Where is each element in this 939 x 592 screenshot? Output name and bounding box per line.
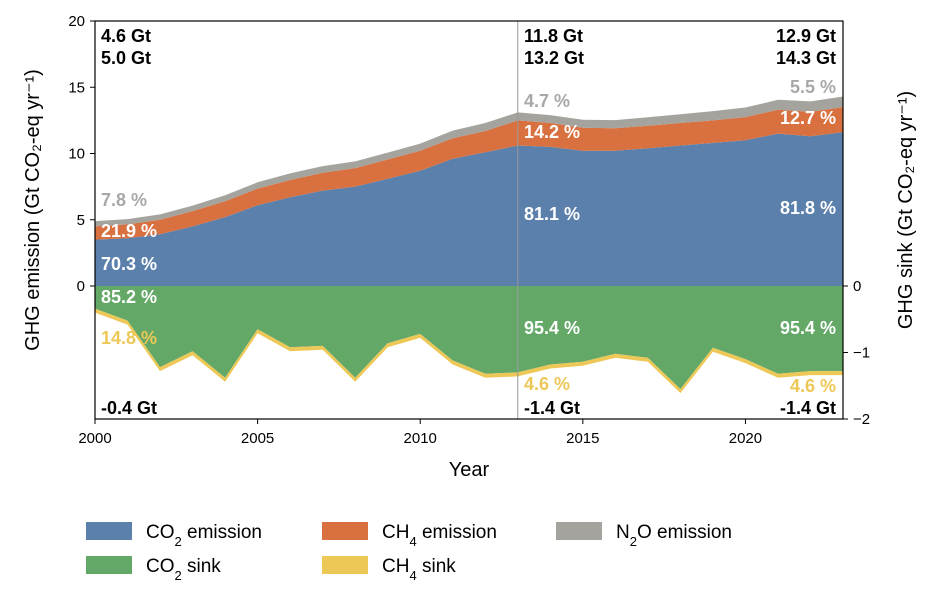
total-emission-2013: 11.8 Gt: [524, 26, 583, 46]
x-tick-label: 2020: [729, 430, 762, 447]
legend-item-co2-sink: CO2 sink: [86, 556, 221, 583]
legend-swatch-co2-sink: [86, 556, 132, 574]
legend-label-ch4-sink: CH4 sink: [382, 556, 456, 583]
legend-label-ch4-emission: CH4 emission: [382, 522, 497, 549]
ch4-sink-pct-2023: 4.6 %: [790, 376, 836, 396]
y-axis-left-label: GHG emission (Gt CO₂-eq yr⁻¹): [22, 69, 44, 351]
y-left-tick-label: 15: [68, 79, 85, 96]
y-right-tick-label: −2: [853, 411, 870, 428]
total-sink-2000: -0.4 Gt: [101, 398, 157, 418]
n2o-pct-2000: 7.8 %: [101, 190, 147, 210]
y-left-tick-label: 0: [77, 278, 85, 295]
y-left-tick-label: 10: [68, 146, 85, 163]
total-sink-2023: -1.4 Gt: [780, 398, 836, 418]
y-right-tick-label: −1: [853, 345, 870, 362]
legend-swatch-ch4-sink: [322, 556, 368, 574]
area-co2-emission: [95, 132, 843, 286]
area-ch4-sink: [95, 308, 843, 394]
y-axis-right-label: GHG sink (Gt CO₂-eq yr⁻¹): [895, 91, 917, 329]
area-co2-sink: [95, 286, 843, 390]
co2-pct-2013: 81.1 %: [524, 204, 580, 224]
legend: CO2 emission CH4 emission N2O emission C…: [86, 522, 732, 583]
x-tick-label: 2010: [404, 430, 437, 447]
n2o-pct-2023: 5.5 %: [790, 77, 836, 97]
total-sink-2013: -1.4 Gt: [524, 398, 580, 418]
legend-swatch-co2-emission: [86, 522, 132, 540]
ch4-sink-pct-2000: 14.8 %: [101, 328, 157, 348]
legend-swatch-ch4-emission: [322, 522, 368, 540]
total-emission-2023-b: 14.3 Gt: [776, 48, 836, 68]
ch4-pct-2013: 14.2 %: [524, 122, 580, 142]
co2-sink-pct-2000: 85.2 %: [101, 287, 157, 307]
annotation-layer: 4.6 Gt 5.0 Gt 7.8 % 21.9 % 70.3 % 85.2 %…: [101, 26, 836, 418]
x-axis-label: Year: [449, 459, 490, 481]
legend-swatch-n2o-emission: [556, 522, 602, 540]
ch4-pct-2000: 21.9 %: [101, 221, 157, 241]
y-left-tick-label: 20: [68, 13, 85, 30]
area-ch4-emission: [95, 107, 843, 240]
total-emission-2000-b: 5.0 Gt: [101, 48, 151, 68]
y-left-tick-label: 5: [77, 212, 85, 229]
x-tick-label: 2000: [78, 430, 111, 447]
co2-pct-2023: 81.8 %: [780, 198, 836, 218]
n2o-pct-2013: 4.7 %: [524, 91, 570, 111]
ch4-pct-2023: 12.7 %: [780, 108, 836, 128]
total-emission-2013-b: 13.2 Gt: [524, 48, 584, 68]
series-layer: [95, 96, 843, 394]
total-emission-2023: 12.9 Gt: [776, 26, 836, 46]
co2-sink-pct-2013: 95.4 %: [524, 318, 580, 338]
co2-sink-pct-2023: 95.4 %: [780, 318, 836, 338]
legend-item-ch4-emission: CH4 emission: [322, 522, 497, 549]
x-tick-label: 2005: [241, 430, 274, 447]
y-right-tick-label: 0: [853, 278, 861, 295]
legend-label-co2-emission: CO2 emission: [146, 522, 262, 549]
ch4-sink-pct-2013: 4.6 %: [524, 374, 570, 394]
legend-item-co2-emission: CO2 emission: [86, 522, 262, 549]
axes-layer: 2000 2005 2010 2015 2020 0 5 10 15 20 0 −1 −2: [68, 13, 870, 447]
co2-pct-2000: 70.3 %: [101, 254, 157, 274]
x-tick-label: 2015: [566, 430, 599, 447]
area-n2o-emission: [95, 96, 843, 227]
legend-item-ch4-sink: CH4 sink: [322, 556, 456, 583]
legend-label-n2o-emission: N2O emission: [616, 522, 732, 549]
legend-label-co2-sink: CO2 sink: [146, 556, 221, 583]
legend-item-n2o-emission: N2O emission: [556, 522, 732, 549]
total-emission-2000: 4.6 Gt: [101, 26, 151, 46]
